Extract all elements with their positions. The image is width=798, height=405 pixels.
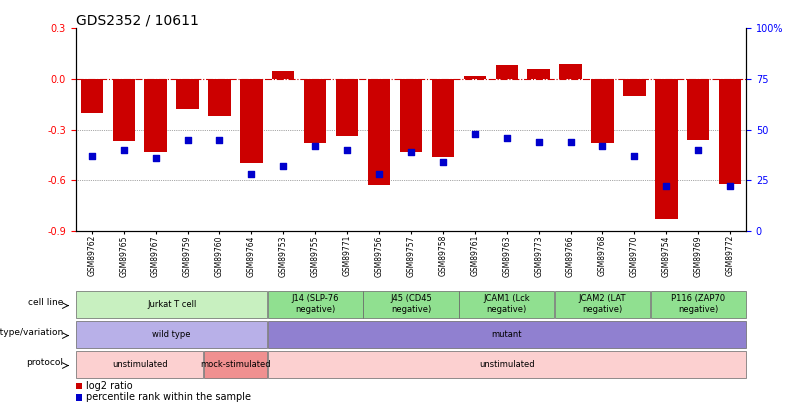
Text: JCAM1 (Lck
negative): JCAM1 (Lck negative) [484, 294, 530, 314]
Bar [240, 79, 263, 163]
Text: genotype/variation: genotype/variation [0, 328, 63, 337]
Bar [464, 76, 486, 79]
Bar [176, 79, 199, 109]
Point [405, 149, 417, 155]
Text: cell line: cell line [28, 298, 63, 307]
Bar [459, 291, 555, 318]
Point [596, 143, 609, 149]
Bar [527, 69, 550, 79]
Text: mutant: mutant [492, 330, 522, 339]
Bar [591, 79, 614, 143]
Point [692, 147, 705, 153]
Text: wild type: wild type [152, 330, 191, 339]
Point [468, 130, 481, 137]
Point [628, 153, 641, 159]
Point [724, 183, 737, 190]
Point [532, 139, 545, 145]
Text: GDS2352 / 10611: GDS2352 / 10611 [76, 13, 199, 27]
Bar [719, 79, 741, 183]
Bar [650, 291, 746, 318]
Text: percentile rank within the sample: percentile rank within the sample [86, 392, 251, 402]
Point [500, 134, 513, 141]
Bar [267, 291, 363, 318]
Text: protocol: protocol [26, 358, 63, 367]
Bar [655, 79, 678, 219]
Bar [368, 79, 390, 185]
Point [437, 159, 449, 165]
Text: unstimulated: unstimulated [479, 360, 535, 369]
Point [341, 147, 354, 153]
Bar [76, 383, 82, 389]
Bar [432, 79, 454, 157]
Bar [336, 79, 358, 136]
Bar [76, 321, 267, 347]
Bar [144, 79, 167, 151]
Point [213, 136, 226, 143]
Point [277, 163, 290, 169]
Bar [267, 321, 746, 347]
Bar [400, 79, 422, 151]
Text: Jurkat T cell: Jurkat T cell [147, 300, 196, 309]
Point [245, 171, 258, 177]
Point [85, 153, 98, 159]
Bar [76, 351, 203, 377]
Text: JCAM2 (LAT
negative): JCAM2 (LAT negative) [579, 294, 626, 314]
Bar [496, 66, 518, 79]
Bar [687, 79, 709, 140]
Bar [363, 291, 459, 318]
Bar [623, 79, 646, 96]
Bar [559, 64, 582, 79]
Point [660, 183, 673, 190]
Text: P116 (ZAP70
negative): P116 (ZAP70 negative) [671, 294, 725, 314]
Text: unstimulated: unstimulated [112, 360, 168, 369]
Text: log2 ratio: log2 ratio [86, 381, 132, 391]
Bar [304, 79, 326, 143]
Text: J45 (CD45
negative): J45 (CD45 negative) [390, 294, 432, 314]
Bar [208, 79, 231, 116]
Bar [203, 351, 267, 377]
Point [149, 155, 162, 161]
Bar [113, 79, 135, 141]
Text: mock-stimulated: mock-stimulated [200, 360, 271, 369]
Point [117, 147, 130, 153]
Point [564, 139, 577, 145]
Bar [555, 291, 650, 318]
Text: J14 (SLP-76
negative): J14 (SLP-76 negative) [291, 294, 339, 314]
Point [181, 136, 194, 143]
Bar [76, 291, 267, 318]
Bar [267, 351, 746, 377]
Bar [272, 70, 294, 79]
Point [309, 143, 322, 149]
Bar [76, 394, 82, 401]
Point [373, 171, 385, 177]
Bar [81, 79, 103, 113]
